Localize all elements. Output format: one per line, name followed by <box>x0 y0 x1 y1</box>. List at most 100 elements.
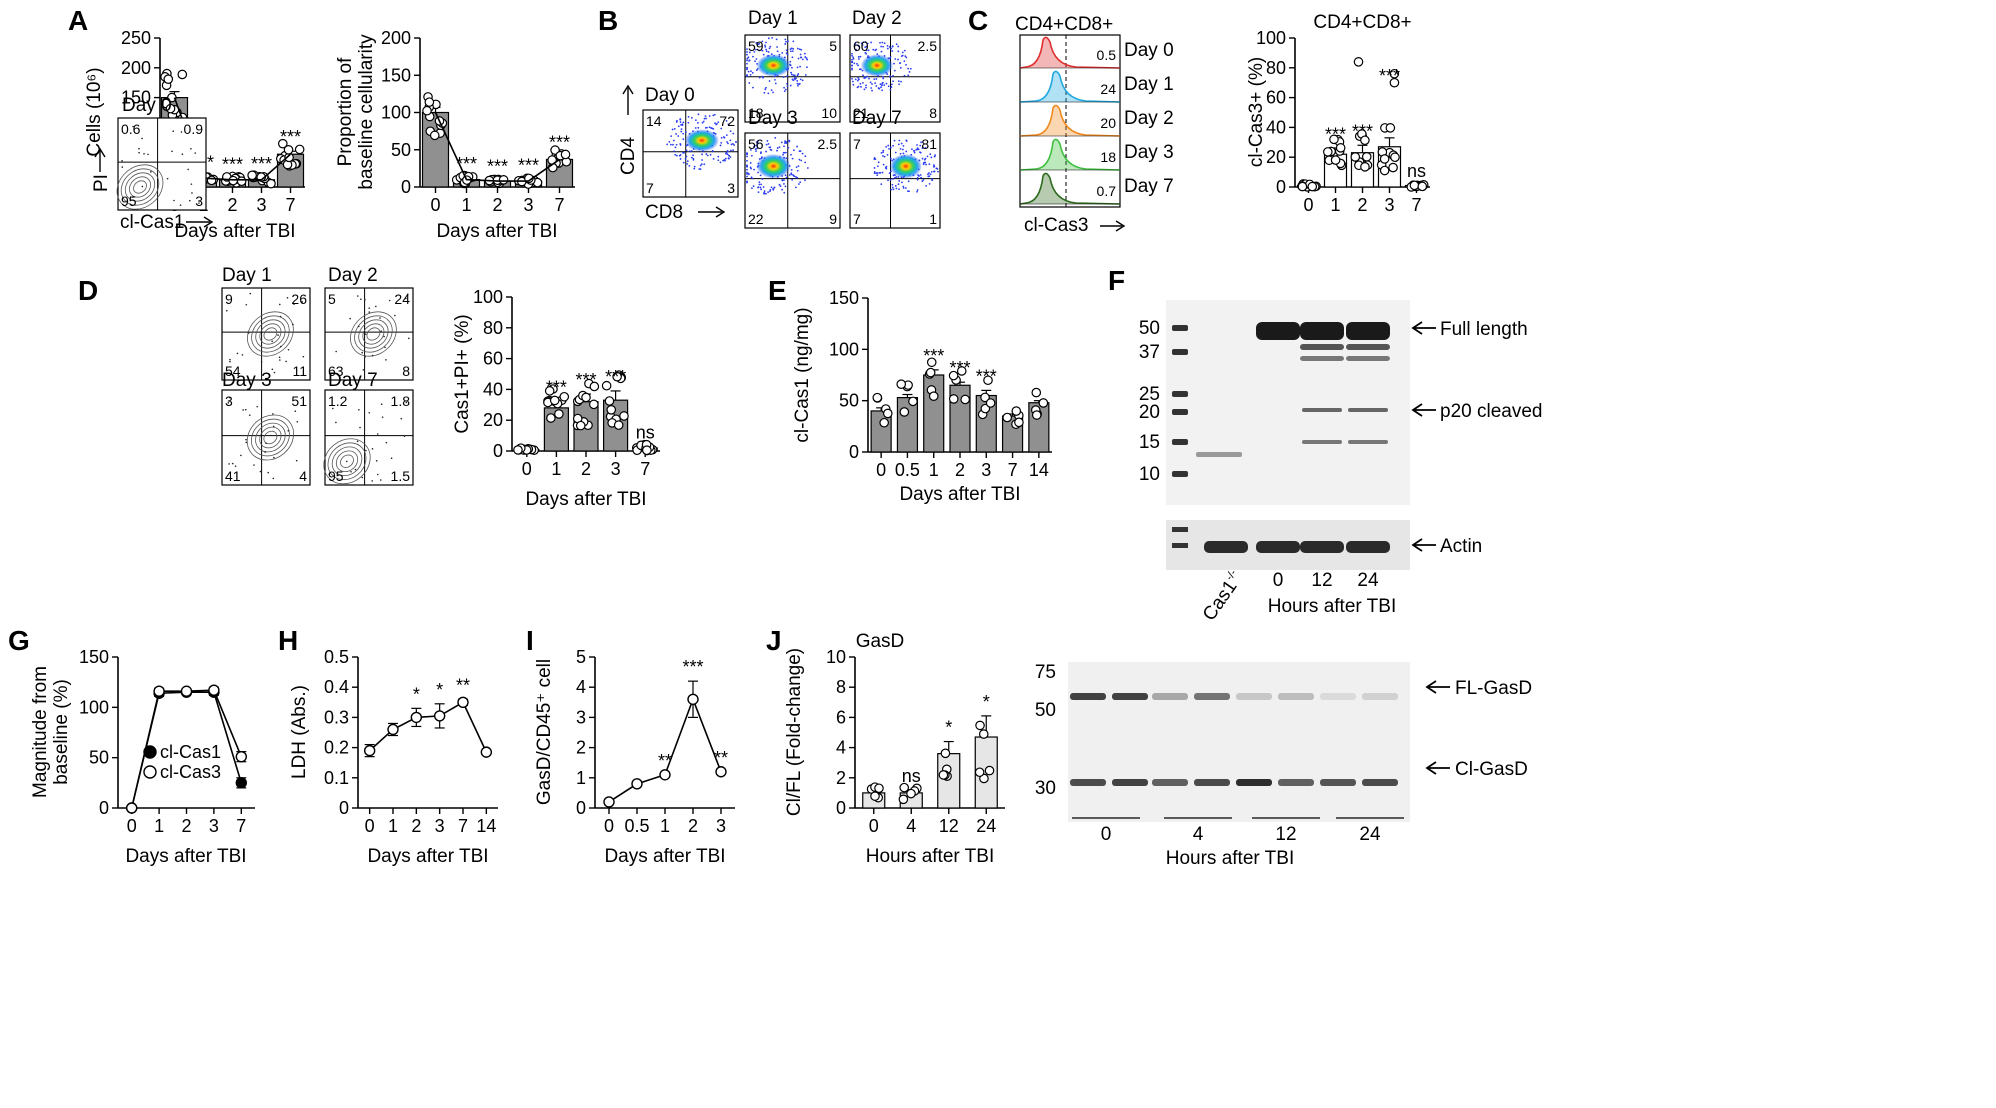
flow-event <box>719 144 722 147</box>
x-tick-label: 1 <box>551 459 561 479</box>
y-tick-label: 50 <box>839 391 859 411</box>
x-tick-label: 7 <box>640 459 650 479</box>
quadrant-value-ul: 3 <box>225 393 233 409</box>
flow-event <box>295 459 298 462</box>
flow-event <box>754 48 757 51</box>
flow-event <box>920 176 923 179</box>
data-point <box>1379 154 1390 164</box>
flow-event <box>933 165 936 168</box>
arrow-head <box>622 84 634 95</box>
y-axis-label-line: LDH (Abs.) <box>289 685 310 779</box>
flow-event <box>757 43 760 46</box>
y-tick-label: 0 <box>339 798 349 818</box>
flow-event <box>800 56 803 59</box>
flow-event <box>778 183 781 186</box>
flow-event <box>694 127 697 129</box>
flow-event <box>919 144 922 147</box>
flow-event <box>749 166 752 169</box>
y-tick-label: 150 <box>381 65 411 85</box>
flow-event <box>860 85 862 88</box>
y-tick-label: 80 <box>1266 58 1286 78</box>
flow-event <box>877 161 880 164</box>
y-tick-label: 50 <box>89 748 109 768</box>
flow-event <box>746 165 748 168</box>
flow-event <box>801 79 804 82</box>
flow-event <box>881 41 884 44</box>
flow-event <box>852 57 855 60</box>
flow-event <box>785 49 788 52</box>
histogram-title: CD4+CD8+ <box>1015 14 1113 35</box>
x-tick-label: 0.5 <box>624 816 649 836</box>
flow-event <box>703 117 706 120</box>
data-point <box>631 778 643 790</box>
flow-event <box>674 146 677 149</box>
flow-event <box>880 86 882 89</box>
flow-event <box>729 130 732 133</box>
flow-event <box>769 190 771 193</box>
flow-event <box>706 154 709 157</box>
significance-label: *** <box>575 370 596 390</box>
flow-event <box>871 83 873 85</box>
flow-day-label: Day 1 <box>222 265 272 286</box>
flow-event <box>785 176 788 179</box>
data-point <box>896 379 907 389</box>
flow-event <box>787 139 790 142</box>
blot-band-fl-gasd <box>1070 693 1106 700</box>
flow-event <box>791 66 793 69</box>
histogram-day-label: Day 0 <box>1124 40 1174 61</box>
data-point <box>870 791 880 801</box>
data-point <box>978 729 989 739</box>
y-tick-label: 0 <box>576 798 586 818</box>
flow-event <box>121 159 123 162</box>
significance-label: ns <box>902 766 921 786</box>
flow-event <box>774 78 776 81</box>
flow-event <box>773 186 776 189</box>
flow-event <box>764 44 766 47</box>
flow-event <box>772 187 775 190</box>
flow-event <box>897 183 900 186</box>
flow-event <box>937 170 939 173</box>
flow-event <box>267 471 270 474</box>
flow-event <box>781 179 784 181</box>
flow-event <box>302 355 305 358</box>
flow-event <box>750 154 753 157</box>
flow-event <box>921 147 924 150</box>
flow-event <box>803 52 806 55</box>
flow-event <box>770 89 773 92</box>
blot-band-full-length <box>1300 322 1344 340</box>
flow-event <box>851 60 853 63</box>
contour-line <box>354 315 393 353</box>
data-point <box>1002 412 1013 423</box>
density-core <box>756 153 791 179</box>
flow-event <box>405 297 407 300</box>
flow-plot-frame <box>324 287 414 381</box>
x-tick-label: 3 <box>523 195 533 215</box>
data-point <box>1379 165 1390 176</box>
flow-event <box>891 183 894 186</box>
flow-event <box>241 354 244 356</box>
flow-event <box>791 56 794 59</box>
quadrant-value-ur: 1.8 <box>391 393 411 409</box>
flow-event <box>328 473 331 476</box>
flow-event <box>679 118 682 120</box>
flow-event <box>181 153 184 156</box>
flow-event <box>903 60 906 63</box>
flow-event <box>132 125 134 128</box>
flow-event <box>690 150 693 152</box>
flow-event <box>856 79 859 82</box>
flow-event <box>279 359 281 361</box>
flow-event <box>785 40 787 43</box>
flow-event <box>279 345 282 348</box>
flow-event <box>882 75 884 78</box>
ladder-band <box>1172 391 1188 397</box>
significance-label: *** <box>1325 124 1346 144</box>
histogram-trace <box>1019 36 1121 69</box>
flow-event <box>294 410 297 412</box>
flow-event <box>236 352 239 355</box>
data-point <box>1417 181 1428 192</box>
y-tick-label: 40 <box>483 379 503 399</box>
flow-event <box>749 162 752 164</box>
flow-event <box>883 42 886 45</box>
